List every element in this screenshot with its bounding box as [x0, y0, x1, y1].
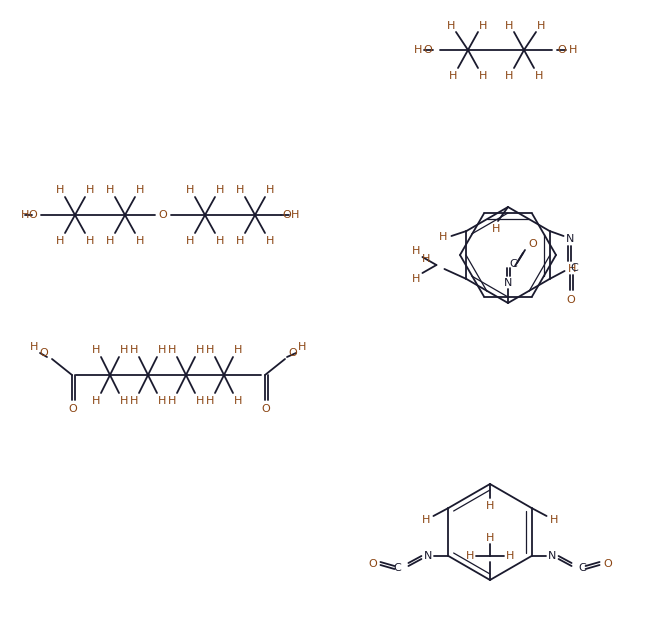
- Text: H: H: [21, 210, 29, 220]
- Text: H: H: [291, 210, 299, 220]
- Text: O: O: [529, 239, 537, 249]
- Text: H: H: [447, 21, 455, 31]
- Text: H: H: [486, 501, 494, 511]
- Text: O: O: [558, 45, 566, 55]
- Text: C: C: [394, 563, 401, 573]
- Text: O: O: [368, 559, 377, 569]
- Text: H: H: [505, 71, 513, 81]
- Text: H: H: [568, 264, 576, 274]
- Text: C: C: [509, 259, 517, 269]
- Text: H: H: [206, 345, 214, 355]
- Text: N: N: [424, 551, 432, 561]
- Text: H: H: [236, 236, 244, 246]
- Text: H: H: [535, 71, 543, 81]
- Text: C: C: [579, 563, 587, 573]
- Text: H: H: [412, 246, 420, 256]
- Text: N: N: [566, 234, 574, 244]
- Text: H: H: [569, 45, 578, 55]
- Text: N: N: [504, 278, 512, 288]
- Text: H: H: [215, 236, 224, 246]
- Text: O: O: [424, 45, 432, 55]
- Text: H: H: [56, 236, 64, 246]
- Text: H: H: [486, 533, 494, 543]
- Text: O: O: [566, 295, 575, 305]
- Text: H: H: [196, 345, 204, 355]
- Text: H: H: [158, 396, 166, 406]
- Text: H: H: [136, 185, 144, 195]
- Text: H: H: [414, 45, 422, 55]
- Text: H: H: [106, 185, 114, 195]
- Text: H: H: [298, 342, 306, 352]
- Text: H: H: [106, 236, 114, 246]
- Text: O: O: [603, 559, 612, 569]
- Text: H: H: [30, 342, 38, 352]
- Text: H: H: [506, 551, 514, 561]
- Text: H: H: [492, 224, 500, 234]
- Text: H: H: [130, 396, 138, 406]
- Text: H: H: [505, 21, 513, 31]
- Text: O: O: [68, 404, 78, 414]
- Text: H: H: [422, 254, 430, 264]
- Text: H: H: [186, 236, 194, 246]
- Text: H: H: [412, 274, 420, 284]
- Text: H: H: [196, 396, 204, 406]
- Text: O: O: [283, 210, 291, 220]
- Text: H: H: [206, 396, 214, 406]
- Text: H: H: [422, 515, 430, 525]
- Text: O: O: [29, 210, 37, 220]
- Text: H: H: [186, 185, 194, 195]
- Text: N: N: [547, 551, 556, 561]
- Text: H: H: [440, 232, 447, 242]
- Text: H: H: [266, 185, 274, 195]
- Text: H: H: [158, 345, 166, 355]
- Text: O: O: [39, 348, 49, 358]
- Text: H: H: [168, 345, 176, 355]
- Text: H: H: [234, 396, 242, 406]
- Text: H: H: [86, 185, 94, 195]
- Text: H: H: [120, 396, 128, 406]
- Text: O: O: [158, 210, 168, 220]
- Text: H: H: [92, 345, 100, 355]
- Text: H: H: [266, 236, 274, 246]
- Text: H: H: [92, 396, 100, 406]
- Text: H: H: [86, 236, 94, 246]
- Text: H: H: [236, 185, 244, 195]
- Text: H: H: [136, 236, 144, 246]
- Text: H: H: [466, 551, 474, 561]
- Text: H: H: [215, 185, 224, 195]
- Text: H: H: [130, 345, 138, 355]
- Text: H: H: [168, 396, 176, 406]
- Text: O: O: [261, 404, 271, 414]
- Text: H: H: [479, 21, 487, 31]
- Text: H: H: [479, 71, 487, 81]
- Text: H: H: [449, 71, 457, 81]
- Text: H: H: [537, 21, 545, 31]
- Text: C: C: [571, 263, 578, 273]
- Text: O: O: [288, 348, 298, 358]
- Text: H: H: [56, 185, 64, 195]
- Text: H: H: [120, 345, 128, 355]
- Text: H: H: [234, 345, 242, 355]
- Text: H: H: [549, 515, 558, 525]
